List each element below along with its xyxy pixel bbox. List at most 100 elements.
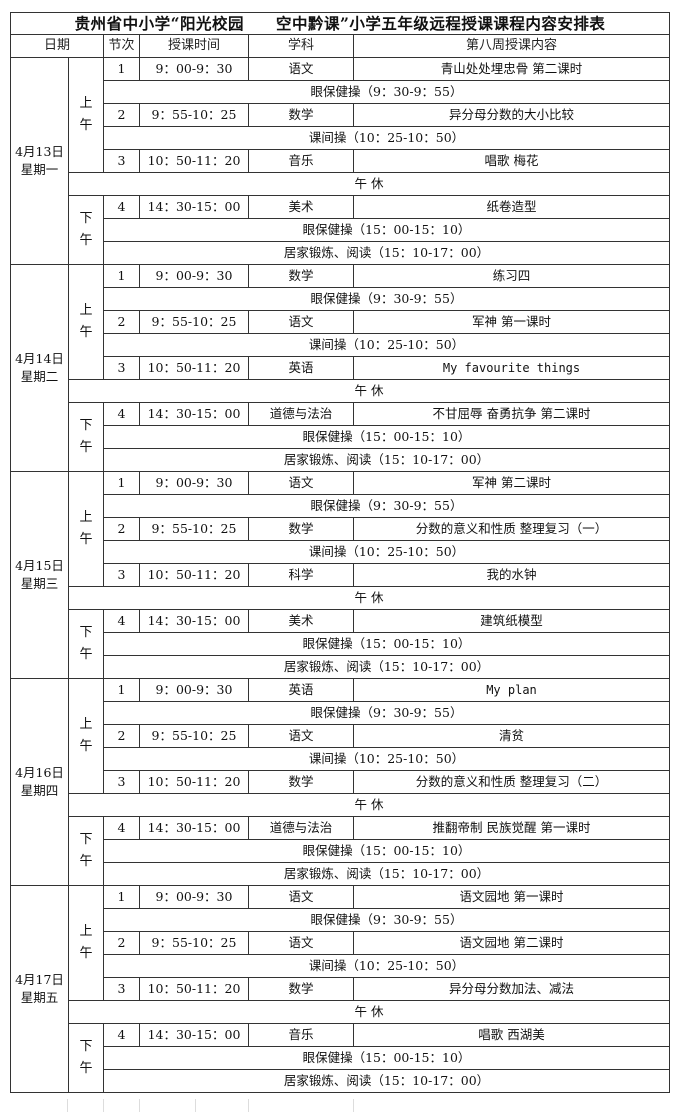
break-exercise: 课间操（10：25-10：50）: [103, 747, 670, 771]
lesson-content: 练习四: [353, 264, 670, 288]
home-exercise-reading: 居家锻炼、阅读（15：10-17：00）: [103, 448, 670, 472]
period-number: 2: [103, 310, 140, 334]
date: 4月16日: [15, 765, 64, 780]
home-exercise-reading: 居家锻炼、阅读（15：10-17：00）: [103, 1069, 670, 1093]
lesson-time: 9：00-9：30: [139, 471, 249, 495]
period-number: 1: [103, 678, 140, 702]
lesson-content: 唱歌 西湖美: [353, 1023, 670, 1047]
eye-exercise-am: 眼保健操（9：30-9：55）: [103, 701, 670, 725]
morning-label: 上午: [68, 57, 104, 173]
home-exercise-reading: 居家锻炼、阅读（15：10-17：00）: [103, 655, 670, 679]
lesson-time: 10：50-11：20: [139, 770, 249, 794]
table-row: 居家锻炼、阅读（15：10-17：00）: [11, 655, 670, 679]
lesson-content: 异分母分数加法、减法: [353, 977, 670, 1001]
period-number: 1: [103, 471, 140, 495]
lunch-break: 午 休: [68, 172, 670, 196]
lesson-subject: 英语: [248, 356, 354, 380]
table-row: 眼保健操（9：30-9：55）: [11, 908, 670, 932]
break-exercise: 课间操（10：25-10：50）: [103, 333, 670, 357]
period-number: 3: [103, 563, 140, 587]
eye-exercise-am: 眼保健操（9：30-9：55）: [103, 80, 670, 104]
table-row: 居家锻炼、阅读（15：10-17：00）: [11, 241, 670, 265]
period-number: 2: [103, 517, 140, 541]
lesson-subject: 语文: [248, 471, 354, 495]
table-row: 课间操（10：25-10：50）: [11, 126, 670, 150]
morning-label: 上午: [68, 885, 104, 1001]
lesson-time: 9：55-10：25: [139, 310, 249, 334]
header-subject: 学科: [248, 34, 354, 58]
lesson-time: 9：55-10：25: [139, 931, 249, 955]
date: 4月14日: [15, 351, 64, 366]
lesson-content: 军神 第二课时: [353, 471, 670, 495]
table-row: 眼保健操（9：30-9：55）: [11, 494, 670, 518]
weekday: 星期二: [20, 369, 59, 384]
table-row: 眼保健操（15：00-15：10）: [11, 218, 670, 242]
lesson-subject: 语文: [248, 57, 354, 81]
lesson-content: 清贫: [353, 724, 670, 748]
lesson-subject: 数学: [248, 517, 354, 541]
lesson-content: 青山处处埋忠骨 第二课时: [353, 57, 670, 81]
table-row: 眼保健操（15：00-15：10）: [11, 425, 670, 449]
table-row: 眼保健操（15：00-15：10）: [11, 632, 670, 656]
lesson-subject: 美术: [248, 195, 354, 219]
lesson-time: 14：30-15：00: [139, 816, 249, 840]
afternoon-label: 下午: [68, 609, 104, 679]
lesson-subject: 数学: [248, 264, 354, 288]
lesson-subject: 数学: [248, 770, 354, 794]
eye-exercise-pm: 眼保健操（15：00-15：10）: [103, 1046, 670, 1070]
lesson-time: 14：30-15：00: [139, 195, 249, 219]
header-period: 节次: [103, 34, 140, 58]
period-number: 4: [103, 816, 140, 840]
morning-label: 上午: [68, 264, 104, 380]
weekday: 星期五: [20, 990, 59, 1005]
lesson-content: 建筑纸模型: [353, 609, 670, 633]
table-row: 4月14日 星期二上午 1 9：00-9：30 数学 练习四: [10, 264, 670, 472]
lesson-subject: 语文: [248, 931, 354, 955]
lesson-content: My favourite things: [353, 356, 670, 380]
table-row: 3 10：50-11：20 英语 My favourite things: [11, 356, 670, 380]
break-exercise: 课间操（10：25-10：50）: [103, 954, 670, 978]
table-row: 下午 4 14：30-15：00 美术 纸卷造型: [11, 195, 670, 265]
table-row: 居家锻炼、阅读（15：10-17：00）: [11, 1069, 670, 1093]
table-row: 3 10：50-11：20 数学 异分母分数加法、减法: [11, 977, 670, 1001]
eye-exercise-pm: 眼保健操（15：00-15：10）: [103, 218, 670, 242]
lesson-content: 异分母分数的大小比较: [353, 103, 670, 127]
lesson-subject: 道德与法治: [248, 816, 354, 840]
home-exercise-reading: 居家锻炼、阅读（15：10-17：00）: [103, 862, 670, 886]
lesson-time: 10：50-11：20: [139, 977, 249, 1001]
table-row: 午 休: [11, 793, 670, 817]
morning-label: 上午: [68, 678, 104, 794]
afternoon-label: 下午: [68, 1023, 104, 1093]
period-number: 3: [103, 770, 140, 794]
table-row: 2 9：55-10：25 语文 军神 第一课时: [11, 310, 670, 334]
lesson-subject: 美术: [248, 609, 354, 633]
table-row: 2 9：55-10：25 数学 异分母分数的大小比较: [11, 103, 670, 127]
period-number: 2: [103, 724, 140, 748]
lesson-time: 9：00-9：30: [139, 57, 249, 81]
table-row: 午 休: [11, 379, 670, 403]
lesson-time: 10：50-11：20: [139, 563, 249, 587]
lesson-subject: 数学: [248, 103, 354, 127]
lunch-break: 午 休: [68, 1000, 670, 1024]
period-number: 3: [103, 356, 140, 380]
table-row: 下午 4 14：30-15：00 道德与法治 不甘屈辱 奋勇抗争 第二课时: [11, 402, 670, 472]
eye-exercise-am: 眼保健操（9：30-9：55）: [103, 494, 670, 518]
morning-label: 上午: [68, 471, 104, 587]
period-number: 3: [103, 149, 140, 173]
header-date: 日期: [10, 34, 104, 58]
lunch-break: 午 休: [68, 586, 670, 610]
lesson-time: 9：00-9：30: [139, 885, 249, 909]
table-row: 下午 4 14：30-15：00 音乐 唱歌 西湖美: [11, 1023, 670, 1093]
lesson-time: 9：55-10：25: [139, 724, 249, 748]
lesson-subject: 科学: [248, 563, 354, 587]
weekday: 星期四: [20, 783, 59, 798]
day-date-cell: 4月14日星期二: [10, 264, 69, 472]
lesson-time: 9：00-9：30: [139, 678, 249, 702]
schedule-table: 贵州省中小学“阳光校园 空中黔课”小学五年级远程授课课程内容安排表 日期 节次 …: [10, 12, 670, 1093]
table-row: 下午 4 14：30-15：00 道德与法治 推翻帝制 民族觉醒 第一课时: [11, 816, 670, 886]
date: 4月17日: [15, 972, 64, 987]
period-number: 3: [103, 977, 140, 1001]
table-row: 眼保健操（9：30-9：55）: [11, 80, 670, 104]
lesson-content: 语文园地 第一课时: [353, 885, 670, 909]
lunch-break: 午 休: [68, 793, 670, 817]
